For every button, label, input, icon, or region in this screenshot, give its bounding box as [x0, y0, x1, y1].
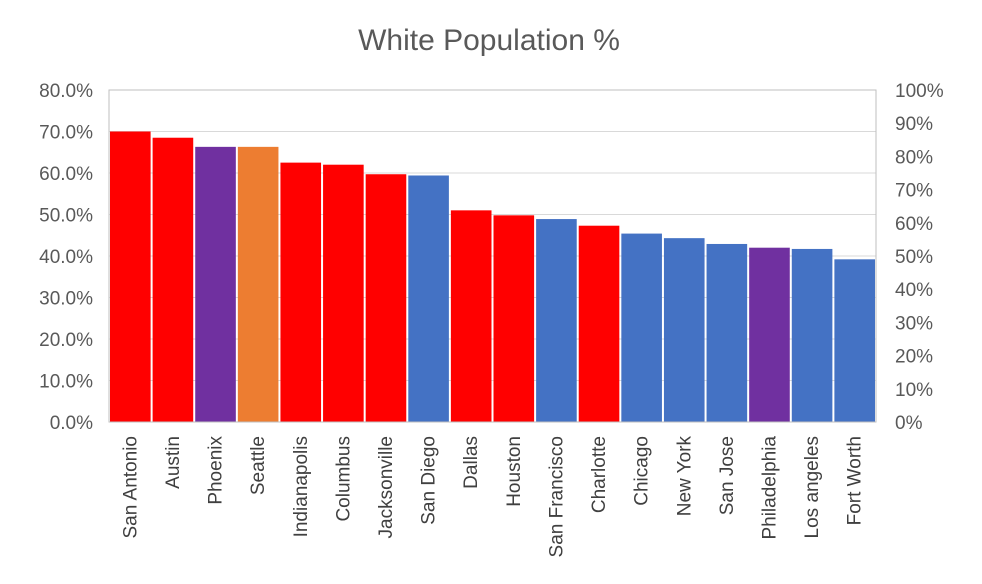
bar-san-jose: [706, 243, 748, 422]
right-tick-label: 30%: [895, 313, 933, 334]
right-tick-label: 50%: [895, 247, 933, 268]
bar-san-diego: [408, 175, 449, 422]
category-label: Charlotte: [589, 436, 610, 513]
bar-fort-worth: [834, 259, 875, 422]
left-tick-label: 30.0%: [39, 289, 93, 310]
bar-phoenix: [195, 146, 236, 423]
category-label: San Jose: [717, 436, 738, 515]
right-tick-label: 10%: [895, 380, 933, 401]
category-label: Austin: [163, 436, 184, 489]
chart-title: White Population %: [358, 24, 620, 57]
bar-dallas: [450, 210, 492, 422]
category-label: Fort Worth: [845, 436, 866, 525]
category-label: Columbus: [333, 436, 354, 522]
right-tick-label: 80%: [895, 147, 933, 168]
category-label: Dallas: [461, 436, 482, 489]
category-label: San Francisco: [546, 436, 567, 557]
bar-chicago: [621, 233, 662, 422]
bar-houston: [493, 215, 535, 422]
right-tick-label: 90%: [895, 114, 933, 135]
left-tick-label: 0.0%: [50, 413, 93, 434]
bar-los-angeles: [791, 248, 833, 422]
right-tick-label: 0%: [895, 413, 923, 434]
category-label: Los angeles: [802, 436, 823, 538]
category-label: Seattle: [248, 436, 269, 495]
bar-columbus: [323, 164, 364, 422]
bar-new-york: [663, 238, 705, 422]
category-label: Philadelphia: [759, 436, 780, 540]
left-tick-label: 40.0%: [39, 247, 93, 268]
bar-philadelphia: [749, 247, 790, 422]
left-tick-label: 70.0%: [39, 123, 93, 144]
right-y-axis: 0% 10% 20% 30% 40% 50% 60% 70% 80% 90% 100%: [895, 81, 944, 434]
right-tick-label: 100%: [895, 81, 944, 102]
category-label: San Diego: [419, 436, 440, 525]
bar-san-francisco: [536, 219, 577, 422]
left-tick-label: 20.0%: [39, 330, 93, 351]
category-label: Jacksonville: [376, 436, 397, 538]
category-label: Houston: [504, 436, 525, 507]
plot-area-frame: [108, 89, 877, 423]
right-tick-label: 60%: [895, 214, 933, 235]
bar-san-antonio: [110, 131, 151, 422]
category-label: Phoenix: [206, 436, 227, 505]
bar-indianapolis: [280, 162, 322, 422]
left-tick-label: 80.0%: [39, 81, 93, 102]
gridlines: [109, 131, 876, 381]
left-tick-label: 10.0%: [39, 372, 93, 393]
left-y-axis: 0.0% 10.0% 20.0% 30.0% 40.0% 50.0% 60.0% 70.0% 8…: [39, 81, 93, 434]
category-label: Chicago: [632, 436, 653, 506]
right-tick-label: 40%: [895, 280, 933, 301]
bar-austin: [152, 137, 194, 422]
left-tick-label: 60.0%: [39, 164, 93, 185]
category-label: New York: [674, 436, 695, 517]
category-label: Indianapolis: [291, 436, 312, 537]
bar-charlotte: [578, 225, 620, 422]
category-label: San Antonio: [120, 436, 141, 538]
left-tick-label: 50.0%: [39, 206, 93, 227]
right-tick-label: 70%: [895, 181, 933, 202]
bars: [110, 131, 875, 423]
bar-jacksonville: [365, 174, 407, 422]
x-axis-categories: San Antonio Austin Phoenix Seattle Indianapo…: [120, 436, 865, 558]
bar-seattle: [237, 146, 279, 423]
right-tick-label: 20%: [895, 347, 933, 368]
